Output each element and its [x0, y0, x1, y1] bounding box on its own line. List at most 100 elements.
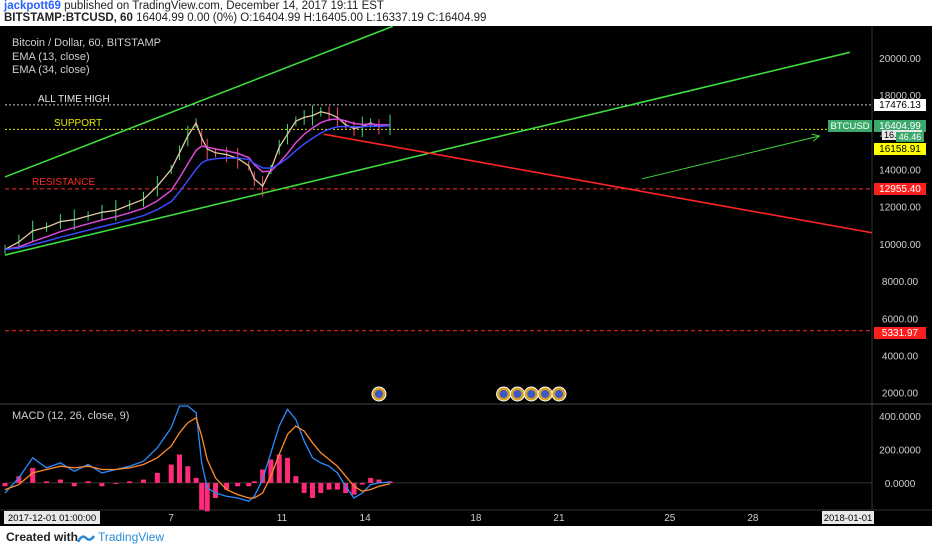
price-tick-label: 12000.00: [879, 203, 921, 214]
macd-hist-bar: [359, 482, 365, 485]
macd-hist-bar: [199, 482, 205, 510]
macd-hist-bar: [301, 482, 307, 493]
legend-ema34: EMA (34, close): [12, 64, 90, 76]
macd-hist-bar: [260, 469, 266, 483]
publish-info: published on TradingView.com, December 1…: [64, 0, 384, 12]
macd-hist-bar: [185, 466, 191, 483]
btc-tag: BTCUSD: [830, 121, 869, 132]
time-tick-label: 21: [553, 513, 565, 524]
created-with: Created with: [6, 530, 79, 544]
macd-hist-bar: [168, 464, 174, 483]
price-tick-label: 10000.00: [879, 240, 921, 251]
time-tick-label: 14: [360, 513, 372, 524]
macd-hist-bar: [368, 477, 374, 483]
footer: Created with TradingView: [0, 526, 932, 550]
time-tick-label: 11: [277, 513, 288, 524]
resistance-label: 12955.40: [879, 184, 921, 195]
arrow-head: [811, 133, 821, 142]
btc-tag-bg: [828, 120, 872, 132]
event-markers: [371, 386, 567, 402]
tradingview-logo-icon: [76, 532, 96, 544]
macd-hist-bar: [387, 481, 393, 483]
macd-hist-bar: [44, 481, 50, 483]
ema34-line: [4, 125, 391, 251]
price-line: [4, 111, 391, 251]
macd-hist-bar: [235, 482, 241, 487]
tradingview-link[interactable]: TradingView: [98, 530, 165, 544]
price-labels: 17476.13 BTCUSD 16404.99 16... 46.46 161…: [828, 99, 926, 339]
macd-hist-bar: [376, 479, 382, 483]
legend-macd: MACD (12, 26, close, 9): [12, 410, 129, 422]
macd-hist-bar: [318, 482, 324, 493]
price-tick-label: 2000.00: [882, 389, 919, 400]
support-label: 16158.91: [879, 144, 921, 155]
macd-hist-bar: [293, 476, 299, 483]
signal-line: [4, 416, 391, 499]
macd-hist-bar: [334, 482, 340, 490]
small-label-b-bg: [896, 132, 924, 142]
low-label-bg: [874, 327, 926, 339]
macd-hist-bar: [177, 454, 183, 483]
macd-hist-bar: [204, 482, 210, 512]
price-series: [4, 105, 391, 255]
macd-tick-label: 400.0000: [879, 412, 921, 423]
macd-hist-bar: [113, 482, 119, 484]
price-tick-label: 8000.00: [882, 277, 919, 288]
trend-line: [641, 135, 820, 180]
price-tick-label: 6000.00: [882, 314, 919, 325]
macd-hist-bar: [343, 482, 349, 493]
price-tick-label: 18000.00: [879, 91, 921, 102]
macd-hist-bar: [285, 457, 291, 483]
start-date-bg: [4, 511, 100, 524]
price-tick-label: 14000.00: [879, 166, 921, 177]
symbol-name: BITSTAMP:BTCUSD, 60: [4, 12, 133, 24]
low-label: 5331.97: [882, 328, 919, 339]
chart-area[interactable]: 2000.00 4000.00 6000.00 8000.00 10000.00 1200…: [0, 26, 932, 526]
horizontal-levels: [5, 104, 872, 332]
support-annotation: SUPPORT: [54, 118, 102, 129]
small-label-b: 46.46: [899, 132, 922, 142]
time-tick-label: 25: [664, 513, 676, 524]
resistance-annotation: RESISTANCE: [32, 177, 95, 188]
legend-title: Bitcoin / Dollar, 60, BITSTAMP: [12, 37, 161, 49]
time-tick-label: 28: [747, 513, 759, 524]
last-price-bg: [874, 120, 926, 132]
macd-pane: [2, 405, 872, 512]
event-flag-center: [554, 390, 563, 398]
trend-line: [4, 51, 851, 256]
macd-hist-bar: [154, 472, 160, 483]
ath-label: 17476.13: [879, 100, 921, 111]
ath-label-bg: [874, 99, 926, 111]
event-flag-center: [499, 390, 508, 398]
small-label-a: 16...: [884, 130, 902, 140]
macd-hist-bar: [309, 482, 315, 498]
trend-line: [323, 133, 873, 234]
macd-tick-label: 200.0000: [879, 445, 921, 456]
start-date: 2017-12-01 01:00:00: [8, 513, 96, 524]
resistance-label-bg: [874, 183, 926, 195]
end-date-bg: [822, 511, 874, 524]
time-tick-label: 7: [168, 513, 174, 524]
symbol-line: BITSTAMP:BTCUSD, 60 16404.99 0.00 (0%) O…: [4, 12, 486, 24]
ath-annotation: ALL TIME HIGH: [38, 94, 110, 105]
author-link[interactable]: jackpott69: [4, 0, 61, 12]
event-flag-center: [374, 390, 383, 398]
publish-line: jackpott69 published on TradingView.com,…: [4, 0, 384, 12]
macd-hist-bar: [85, 481, 91, 483]
macd-hist-bar: [16, 476, 22, 483]
macd-hist-bar: [268, 459, 274, 483]
macd-hist-bar: [326, 482, 332, 490]
time-tick-label: 18: [470, 513, 482, 524]
support-label-bg: [874, 143, 926, 155]
chart-frame: [0, 26, 932, 511]
trend-line: [4, 26, 394, 178]
macd-hist-bar: [71, 482, 77, 487]
price-chart[interactable]: 2000.00 4000.00 6000.00 8000.00 10000.00 1200…: [0, 26, 932, 526]
macd-hist-bar: [57, 479, 63, 483]
macd-hist-bar: [276, 454, 282, 483]
price-axis: 2000.00 4000.00 6000.00 8000.00 10000.00 1200…: [879, 54, 921, 400]
macd-hist-bar: [351, 482, 357, 495]
time-axis: 7 11 14 18 21 25 28: [168, 513, 758, 524]
last-price: 16404.99: [879, 121, 921, 132]
macd-hist-bar: [193, 477, 199, 483]
